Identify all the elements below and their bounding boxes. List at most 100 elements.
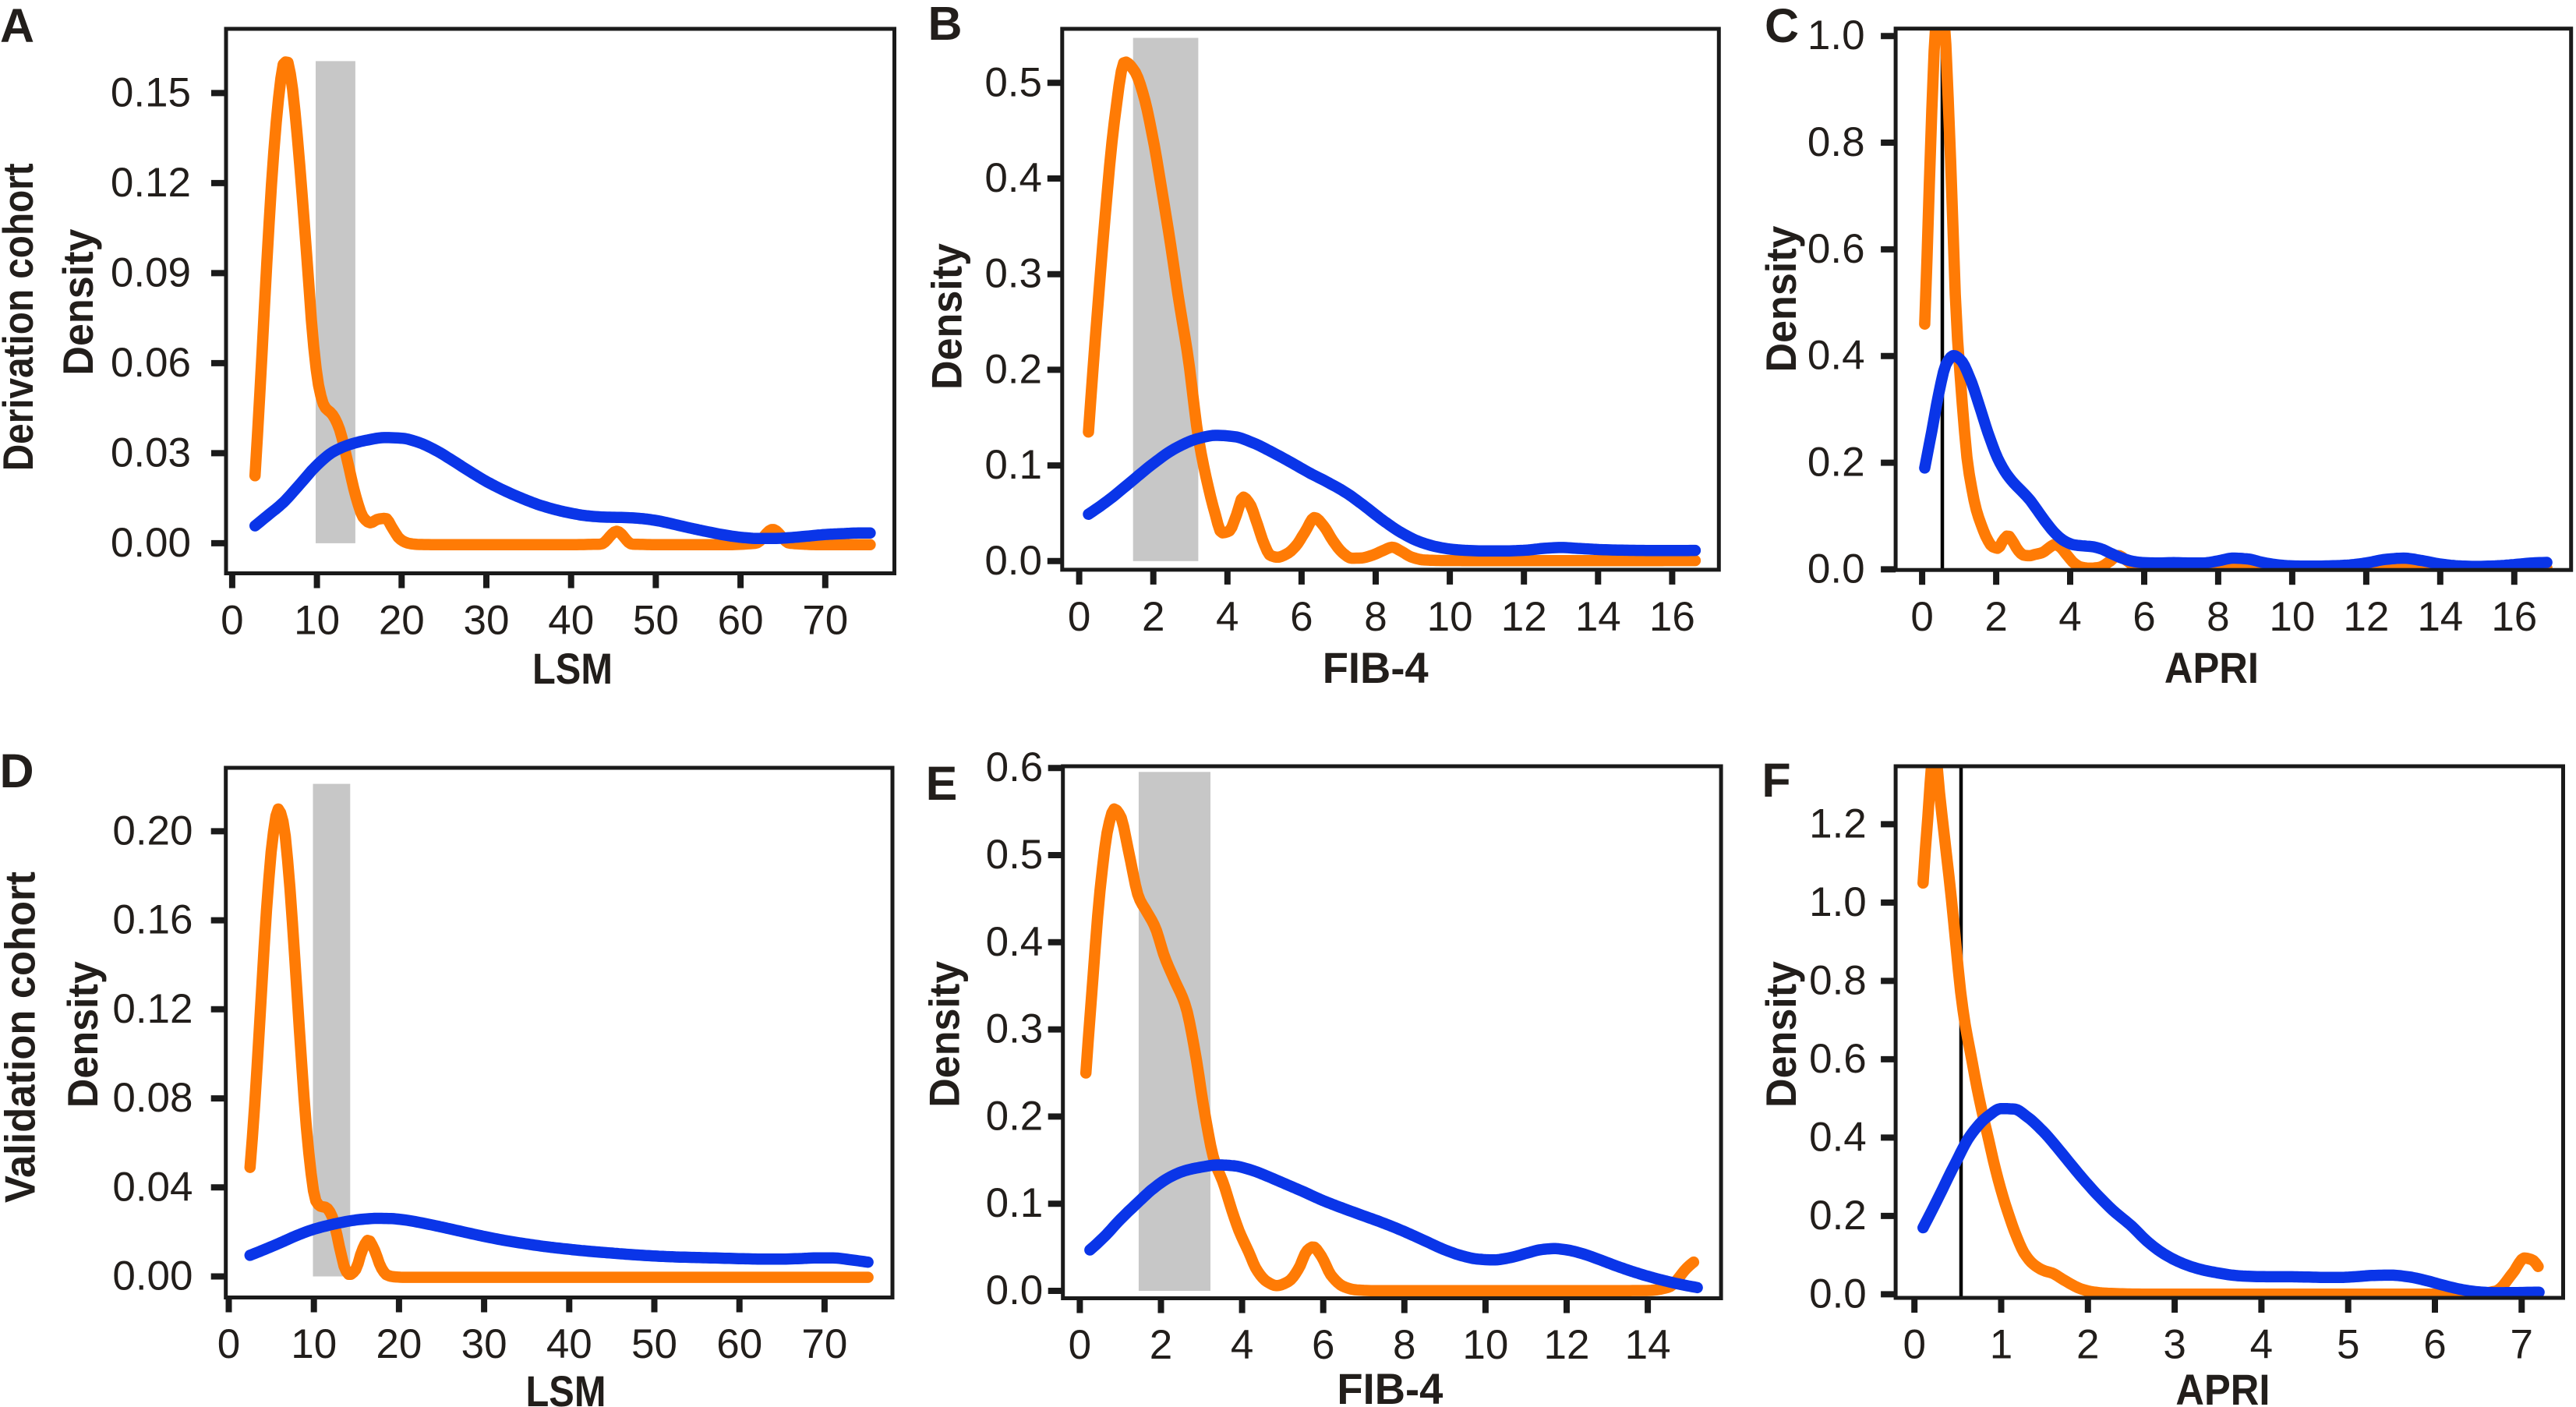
svg-text:0.6: 0.6 <box>1809 1036 1867 1082</box>
svg-text:10: 10 <box>294 597 340 643</box>
svg-text:0.1: 0.1 <box>984 442 1042 488</box>
svg-text:40: 40 <box>548 597 594 643</box>
svg-text:Density: Density <box>922 243 970 390</box>
svg-text:0.0: 0.0 <box>984 538 1042 584</box>
svg-text:10: 10 <box>291 1321 337 1367</box>
svg-text:0.8: 0.8 <box>1809 957 1867 1003</box>
svg-text:2: 2 <box>1150 1322 1172 1368</box>
svg-text:6: 6 <box>1290 594 1313 640</box>
svg-text:0.16: 0.16 <box>112 897 193 943</box>
svg-text:0.3: 0.3 <box>986 1006 1044 1052</box>
svg-text:0: 0 <box>221 597 243 643</box>
svg-text:5: 5 <box>2337 1322 2359 1368</box>
svg-text:14: 14 <box>1575 594 1621 640</box>
svg-text:1.0: 1.0 <box>1809 879 1867 925</box>
svg-text:12: 12 <box>1544 1322 1590 1368</box>
svg-text:14: 14 <box>1625 1322 1671 1368</box>
svg-text:B: B <box>928 0 962 50</box>
svg-text:0: 0 <box>1903 1322 1925 1368</box>
svg-text:0.20: 0.20 <box>112 808 193 854</box>
svg-text:0.8: 0.8 <box>1807 119 1865 165</box>
svg-text:4: 4 <box>2058 594 2081 640</box>
svg-text:0: 0 <box>1910 594 1933 640</box>
svg-text:0.0: 0.0 <box>986 1267 1044 1313</box>
svg-text:40: 40 <box>546 1321 592 1367</box>
svg-text:0.4: 0.4 <box>984 155 1042 201</box>
svg-text:1.2: 1.2 <box>1809 801 1867 847</box>
svg-text:Derivation cohort: Derivation cohort <box>0 163 42 471</box>
svg-text:10: 10 <box>2269 594 2315 640</box>
svg-text:LSM: LSM <box>526 1366 606 1407</box>
svg-text:0.4: 0.4 <box>986 919 1044 965</box>
svg-text:Density: Density <box>1757 225 1805 372</box>
svg-text:16: 16 <box>2491 594 2537 640</box>
svg-text:0.12: 0.12 <box>111 160 191 206</box>
svg-text:APRI: APRI <box>2164 643 2259 692</box>
svg-text:16: 16 <box>1649 594 1695 640</box>
svg-text:0.5: 0.5 <box>984 59 1042 105</box>
svg-text:0: 0 <box>1069 1322 1091 1368</box>
svg-text:70: 70 <box>801 1321 847 1367</box>
svg-text:2: 2 <box>1142 594 1164 640</box>
svg-text:Density: Density <box>58 961 107 1108</box>
svg-text:0.00: 0.00 <box>111 520 191 566</box>
svg-text:60: 60 <box>718 597 764 643</box>
svg-text:0.5: 0.5 <box>986 832 1044 878</box>
svg-text:10: 10 <box>1462 1322 1508 1368</box>
svg-text:8: 8 <box>1364 594 1387 640</box>
svg-text:LSM: LSM <box>532 644 613 693</box>
svg-text:0.2: 0.2 <box>1809 1193 1867 1239</box>
svg-text:0.1: 0.1 <box>986 1180 1044 1226</box>
svg-text:C: C <box>1765 0 1799 52</box>
svg-text:Validation cohort: Validation cohort <box>0 871 44 1203</box>
svg-text:12: 12 <box>1501 594 1547 640</box>
svg-text:F: F <box>1762 754 1790 807</box>
svg-text:Density: Density <box>1757 961 1805 1108</box>
svg-text:A: A <box>0 0 34 52</box>
svg-text:APRI: APRI <box>2175 1365 2270 1407</box>
svg-text:20: 20 <box>376 1321 422 1367</box>
svg-text:0.6: 0.6 <box>986 744 1044 790</box>
svg-text:20: 20 <box>379 597 425 643</box>
svg-text:30: 30 <box>461 1321 507 1367</box>
svg-text:Density: Density <box>920 960 968 1107</box>
svg-text:0.00: 0.00 <box>112 1253 193 1299</box>
svg-text:3: 3 <box>2163 1322 2186 1368</box>
svg-text:60: 60 <box>716 1321 762 1367</box>
svg-text:70: 70 <box>802 597 848 643</box>
svg-text:8: 8 <box>1393 1322 1415 1368</box>
svg-text:0.06: 0.06 <box>111 340 191 386</box>
svg-text:50: 50 <box>633 597 679 643</box>
svg-text:0.2: 0.2 <box>986 1093 1044 1139</box>
svg-text:0.2: 0.2 <box>1807 440 1865 486</box>
svg-text:0.09: 0.09 <box>111 249 191 295</box>
svg-text:Density: Density <box>54 228 102 375</box>
svg-text:14: 14 <box>2417 594 2463 640</box>
svg-text:1: 1 <box>1990 1322 2012 1368</box>
svg-text:FIB-4: FIB-4 <box>1337 1364 1443 1407</box>
svg-text:4: 4 <box>1231 1322 1253 1368</box>
svg-text:0.3: 0.3 <box>984 251 1042 297</box>
svg-text:0: 0 <box>1068 594 1090 640</box>
svg-text:0: 0 <box>217 1321 240 1367</box>
svg-text:FIB-4: FIB-4 <box>1323 643 1429 692</box>
svg-text:0.4: 0.4 <box>1809 1114 1867 1160</box>
svg-text:30: 30 <box>464 597 510 643</box>
svg-text:E: E <box>926 757 958 810</box>
svg-text:50: 50 <box>631 1321 677 1367</box>
svg-text:0.4: 0.4 <box>1807 333 1865 379</box>
svg-text:7: 7 <box>2511 1322 2533 1368</box>
svg-text:6: 6 <box>1312 1322 1334 1368</box>
svg-text:0.0: 0.0 <box>1809 1271 1867 1317</box>
svg-text:4: 4 <box>2250 1322 2273 1368</box>
svg-text:6: 6 <box>2423 1322 2446 1368</box>
svg-text:6: 6 <box>2133 594 2155 640</box>
svg-text:D: D <box>0 744 34 797</box>
svg-text:10: 10 <box>1427 594 1473 640</box>
svg-text:0.0: 0.0 <box>1807 546 1865 592</box>
svg-text:0.2: 0.2 <box>984 346 1042 392</box>
svg-text:0.08: 0.08 <box>112 1075 193 1121</box>
svg-text:0.15: 0.15 <box>111 69 191 115</box>
svg-text:8: 8 <box>2207 594 2229 640</box>
svg-text:0.12: 0.12 <box>112 986 193 1032</box>
